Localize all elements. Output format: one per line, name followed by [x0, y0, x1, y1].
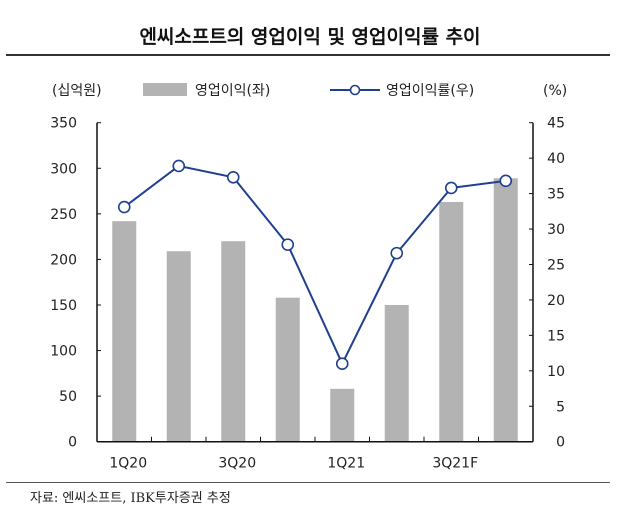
- margin-point-3Q21F: [444, 181, 458, 195]
- bar-4Q20: [275, 297, 300, 442]
- bar-4Q21F: [493, 178, 518, 442]
- right-tick-label: 0: [556, 435, 565, 451]
- margin-point-2Q21: [390, 246, 404, 260]
- margin-point-1Q20: [117, 200, 131, 214]
- x-tick-label: 1Q20: [109, 456, 147, 472]
- left-tick-label: 0: [68, 435, 77, 451]
- margin-point-1Q21: [335, 357, 349, 371]
- margin-point-3Q20: [226, 170, 240, 184]
- right-axis-unit: (%): [543, 83, 567, 99]
- left-tick-label: 300: [50, 161, 77, 177]
- x-tick-label: 3Q20: [218, 456, 256, 472]
- legend-line-label: 영업이익률(우): [386, 83, 474, 99]
- right-tick-label: 20: [547, 293, 565, 309]
- x-tick-label: 3Q21F: [432, 456, 478, 472]
- right-tick-label: 15: [547, 328, 565, 344]
- bar-1Q20: [112, 221, 137, 442]
- legend-line-marker: [349, 84, 361, 96]
- right-tick-label: 10: [547, 364, 565, 380]
- right-tick-label: 40: [547, 151, 565, 167]
- legend-bar-label: 영업이익(좌): [195, 83, 270, 99]
- right-tick-label: 30: [547, 222, 565, 238]
- source-note: 자료: 엔씨소프트, IBK투자증권 추정: [30, 491, 231, 506]
- bar-1Q21: [330, 388, 355, 442]
- x-tick-label: 1Q21: [327, 456, 365, 472]
- chart: 0 50 100 150 200 250 300 350 0 5 10 15 20 25 30 35 40 45 1…: [50, 83, 567, 472]
- bar-3Q20: [221, 241, 246, 442]
- legend-bar-swatch: [143, 83, 187, 96]
- bar-2Q21: [384, 304, 409, 442]
- bar-3Q21F: [439, 201, 464, 442]
- footer-divider: [6, 482, 610, 483]
- chart-title: 엔씨소프트의 영업이익 및 영업이익률 추이: [139, 26, 481, 48]
- right-tick-label: 5: [556, 399, 565, 415]
- right-tick-label: 25: [547, 257, 565, 273]
- right-tick-label: 35: [547, 187, 565, 203]
- margin-line: [123, 164, 506, 367]
- left-axis-unit: (십억원): [52, 83, 102, 99]
- margin-point-4Q20: [281, 238, 295, 251]
- right-tick-label: 45: [547, 116, 565, 132]
- left-tick-label: 200: [50, 252, 77, 268]
- bar-2Q20: [166, 251, 191, 442]
- left-tick-label: 350: [50, 116, 77, 132]
- left-tick-label: 150: [50, 298, 77, 314]
- margin-point-2Q20: [172, 159, 186, 173]
- margin-point-4Q21F: [499, 174, 513, 188]
- left-tick-label: 50: [59, 389, 77, 405]
- left-tick-label: 100: [50, 344, 77, 360]
- left-tick-label: 250: [50, 207, 77, 223]
- title-divider: [6, 54, 610, 56]
